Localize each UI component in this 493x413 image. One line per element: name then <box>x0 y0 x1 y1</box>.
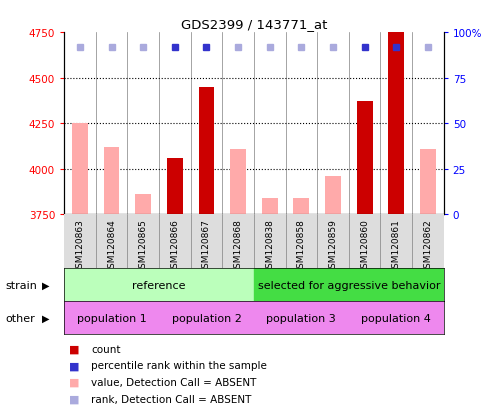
Text: value, Detection Call = ABSENT: value, Detection Call = ABSENT <box>91 377 256 387</box>
Text: ■: ■ <box>69 344 79 354</box>
Bar <box>199 88 214 215</box>
Text: strain: strain <box>5 280 37 290</box>
Bar <box>159 301 254 335</box>
Title: GDS2399 / 143771_at: GDS2399 / 143771_at <box>181 17 327 31</box>
Bar <box>325 177 341 215</box>
Text: GSM120865: GSM120865 <box>139 219 148 274</box>
Bar <box>254 268 444 301</box>
Bar <box>104 147 119 215</box>
Text: percentile rank within the sample: percentile rank within the sample <box>91 361 267 370</box>
Bar <box>167 159 183 215</box>
Bar <box>293 198 309 215</box>
Text: GSM120863: GSM120863 <box>75 219 84 274</box>
Text: GSM120859: GSM120859 <box>328 219 338 274</box>
Bar <box>388 31 404 215</box>
Text: GSM120868: GSM120868 <box>234 219 243 274</box>
Text: GSM120858: GSM120858 <box>297 219 306 274</box>
Text: GSM120838: GSM120838 <box>265 219 274 274</box>
Text: rank, Detection Call = ABSENT: rank, Detection Call = ABSENT <box>91 394 251 404</box>
Bar <box>64 268 254 301</box>
Bar <box>349 301 444 335</box>
Bar <box>135 195 151 215</box>
Bar <box>72 124 88 215</box>
Text: GSM120867: GSM120867 <box>202 219 211 274</box>
Bar <box>64 301 159 335</box>
Text: ■: ■ <box>69 361 79 370</box>
Bar <box>230 150 246 215</box>
Text: ▶: ▶ <box>42 313 49 323</box>
Text: GSM120864: GSM120864 <box>107 219 116 274</box>
Text: GSM120862: GSM120862 <box>423 219 432 274</box>
Text: selected for aggressive behavior: selected for aggressive behavior <box>257 280 440 290</box>
Text: count: count <box>91 344 121 354</box>
Text: reference: reference <box>132 280 186 290</box>
Text: GSM120860: GSM120860 <box>360 219 369 274</box>
Text: ▶: ▶ <box>42 280 49 290</box>
Bar <box>357 102 373 215</box>
Text: GSM120861: GSM120861 <box>392 219 401 274</box>
Text: population 3: population 3 <box>267 313 336 323</box>
Bar <box>254 301 349 335</box>
Text: population 1: population 1 <box>77 313 146 323</box>
Bar <box>262 198 278 215</box>
Text: other: other <box>5 313 35 323</box>
Text: ■: ■ <box>69 377 79 387</box>
Bar <box>420 150 436 215</box>
Text: ■: ■ <box>69 394 79 404</box>
Text: population 4: population 4 <box>361 313 431 323</box>
Text: GSM120866: GSM120866 <box>170 219 179 274</box>
Text: population 2: population 2 <box>172 313 242 323</box>
